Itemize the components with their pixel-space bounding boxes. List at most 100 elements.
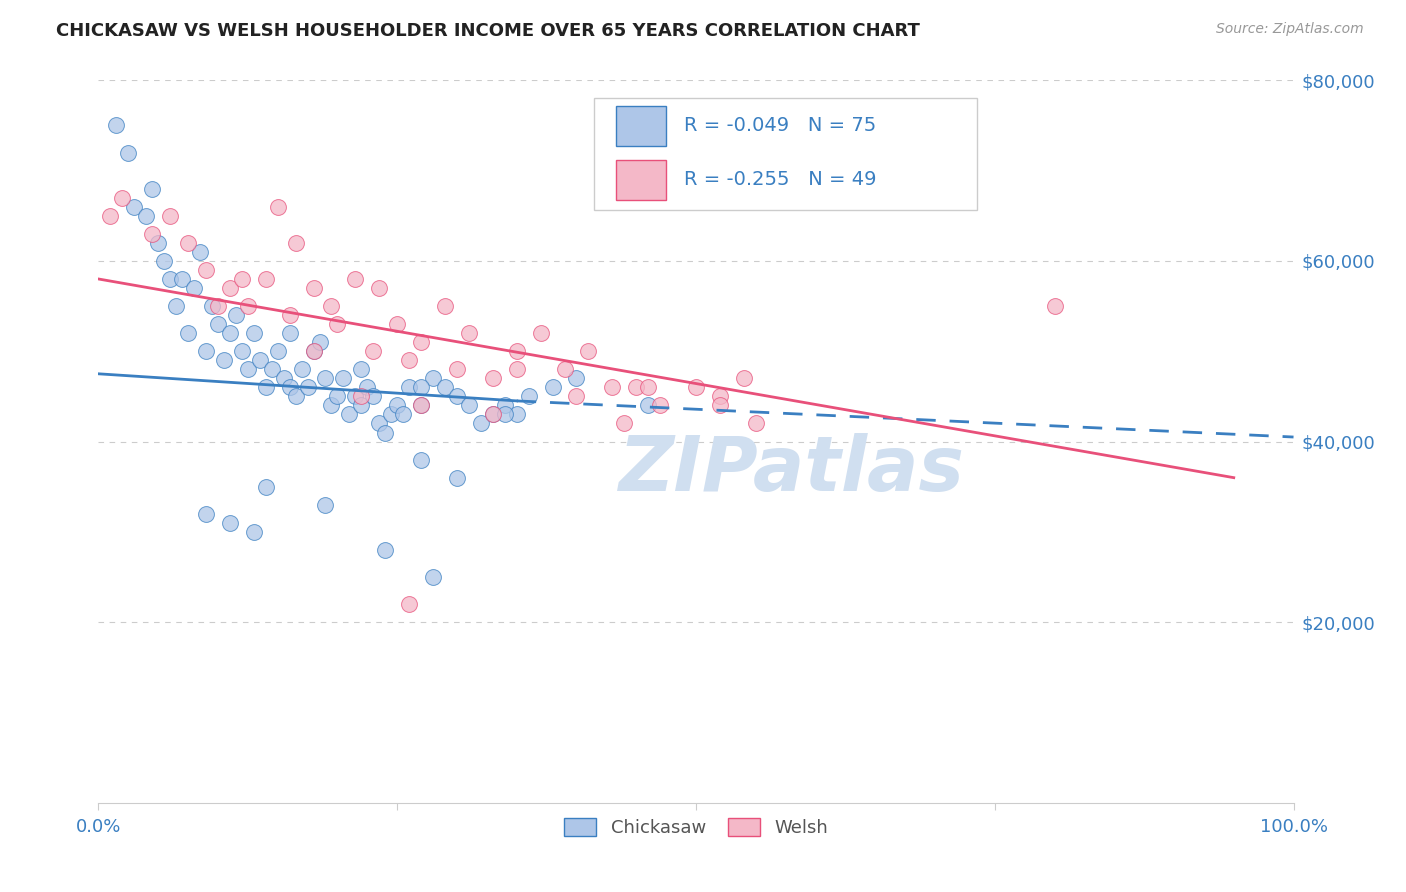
Point xyxy=(578,344,600,359)
Point xyxy=(105,119,128,133)
Point xyxy=(392,408,415,422)
Point xyxy=(243,326,266,340)
Point xyxy=(195,344,218,359)
Point xyxy=(494,408,516,422)
Point xyxy=(207,299,229,313)
Point xyxy=(482,408,505,422)
Point xyxy=(321,398,343,412)
Point xyxy=(273,371,295,385)
Point xyxy=(225,308,247,322)
Point xyxy=(219,516,242,530)
Point xyxy=(685,380,707,394)
Point xyxy=(554,362,576,376)
Point xyxy=(709,398,731,412)
Point xyxy=(385,398,409,412)
Point xyxy=(231,344,253,359)
Point xyxy=(260,362,283,376)
Point xyxy=(411,335,433,350)
Point xyxy=(172,272,194,286)
Point xyxy=(446,470,468,484)
Point xyxy=(344,389,367,403)
Point xyxy=(613,417,636,431)
Point xyxy=(315,371,337,385)
Point xyxy=(733,371,755,385)
Point xyxy=(98,209,122,223)
Point xyxy=(321,299,343,313)
Point xyxy=(374,542,396,557)
Point xyxy=(159,209,181,223)
Point xyxy=(195,263,218,277)
Point xyxy=(411,452,433,467)
Point xyxy=(278,380,301,394)
Point xyxy=(363,389,385,403)
Point xyxy=(1043,299,1066,313)
Point xyxy=(267,200,290,214)
Point xyxy=(212,353,235,368)
Point xyxy=(297,380,319,394)
Point xyxy=(565,389,588,403)
Point xyxy=(183,281,205,295)
Point xyxy=(385,317,409,331)
Point xyxy=(422,570,444,584)
Point xyxy=(626,380,648,394)
Point xyxy=(434,299,457,313)
Point xyxy=(236,299,259,313)
Point xyxy=(254,480,277,494)
Point xyxy=(374,425,396,440)
Point xyxy=(494,398,516,412)
Point xyxy=(350,398,373,412)
Point xyxy=(302,281,325,295)
Point xyxy=(284,235,307,250)
Point xyxy=(565,371,588,385)
Point xyxy=(398,353,420,368)
Point xyxy=(380,408,402,422)
Point xyxy=(637,398,659,412)
Point xyxy=(482,371,505,385)
Point xyxy=(308,335,330,350)
Legend: Chickasaw, Welsh: Chickasaw, Welsh xyxy=(557,811,835,845)
Point xyxy=(411,398,433,412)
Point xyxy=(141,227,163,241)
Point xyxy=(201,299,224,313)
Point xyxy=(278,326,301,340)
Point xyxy=(350,362,373,376)
Point xyxy=(284,389,307,403)
Point xyxy=(709,389,731,403)
Point xyxy=(363,344,385,359)
Point xyxy=(356,380,378,394)
Point xyxy=(219,281,242,295)
Point xyxy=(368,281,391,295)
Point xyxy=(506,344,529,359)
Text: ZIPatlas: ZIPatlas xyxy=(619,434,965,508)
Point xyxy=(231,272,253,286)
Point xyxy=(148,235,170,250)
FancyBboxPatch shape xyxy=(616,106,666,145)
Point xyxy=(326,317,349,331)
Point xyxy=(411,380,433,394)
Point xyxy=(446,389,468,403)
Point xyxy=(188,244,211,259)
Point xyxy=(368,417,391,431)
Point xyxy=(422,371,444,385)
Point xyxy=(302,344,325,359)
Point xyxy=(153,253,176,268)
Text: CHICKASAW VS WELSH HOUSEHOLDER INCOME OVER 65 YEARS CORRELATION CHART: CHICKASAW VS WELSH HOUSEHOLDER INCOME OV… xyxy=(56,22,920,40)
Point xyxy=(195,507,218,521)
Text: R = -0.049   N = 75: R = -0.049 N = 75 xyxy=(685,116,876,136)
Point xyxy=(219,326,242,340)
Point xyxy=(254,380,277,394)
Point xyxy=(159,272,181,286)
Point xyxy=(177,235,200,250)
Point xyxy=(249,353,271,368)
Point xyxy=(602,380,624,394)
Point xyxy=(506,362,529,376)
Point xyxy=(506,408,529,422)
Point xyxy=(315,498,337,512)
Point xyxy=(332,371,354,385)
Point xyxy=(411,398,433,412)
Point xyxy=(302,344,325,359)
Point xyxy=(637,380,659,394)
Point xyxy=(470,417,492,431)
Point xyxy=(541,380,564,394)
Point xyxy=(111,191,134,205)
